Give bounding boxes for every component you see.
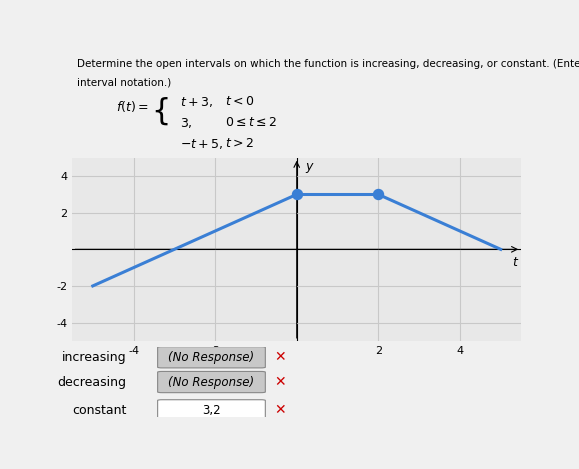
Text: $f(t) =$: $f(t) =$ (116, 99, 149, 114)
Text: ✕: ✕ (274, 375, 286, 389)
Text: $t < 0$: $t < 0$ (225, 95, 254, 107)
FancyBboxPatch shape (157, 400, 265, 421)
Text: ✕: ✕ (274, 350, 286, 364)
Text: (No Response): (No Response) (168, 351, 255, 364)
Text: t: t (512, 256, 517, 269)
Text: $-t + 5,$: $-t + 5,$ (180, 136, 223, 151)
Text: 3,2: 3,2 (202, 404, 221, 417)
FancyBboxPatch shape (157, 371, 265, 393)
Text: y: y (305, 159, 312, 173)
FancyBboxPatch shape (157, 347, 265, 368)
Text: constant: constant (72, 404, 126, 417)
Text: ✕: ✕ (274, 403, 286, 417)
Text: $t > 2$: $t > 2$ (225, 136, 254, 150)
Text: {: { (151, 97, 170, 126)
Text: increasing: increasing (61, 351, 126, 364)
Text: Determine the open intervals on which the function is increasing, decreasing, or: Determine the open intervals on which th… (77, 59, 579, 69)
Text: $0 \leq t \leq 2$: $0 \leq t \leq 2$ (225, 116, 277, 129)
Text: $t + 3,$: $t + 3,$ (180, 95, 213, 108)
Text: $3,$: $3,$ (180, 116, 193, 129)
Text: interval notation.): interval notation.) (77, 77, 171, 87)
Text: decreasing: decreasing (57, 376, 126, 388)
Text: (No Response): (No Response) (168, 376, 255, 388)
